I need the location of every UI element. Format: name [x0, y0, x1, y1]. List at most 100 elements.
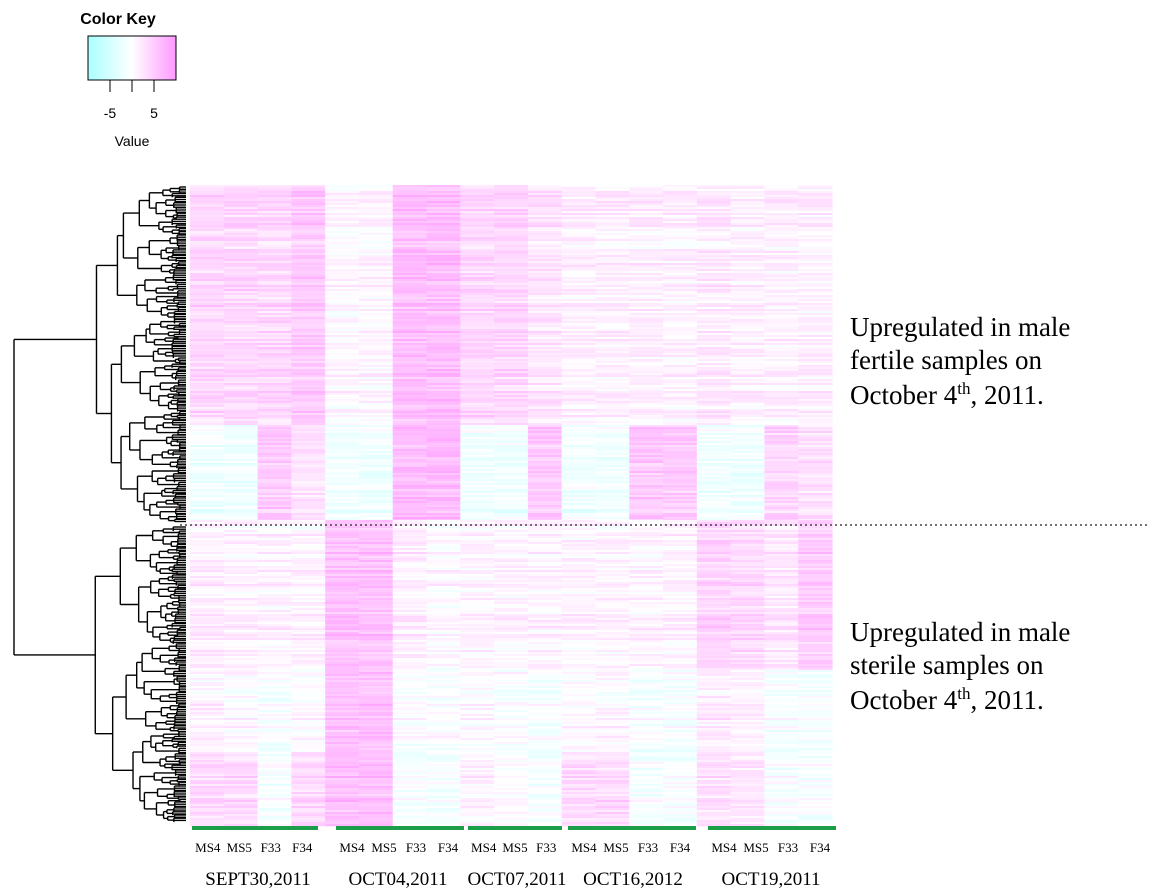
heatmap-cell	[730, 327, 766, 330]
heatmap-cell	[629, 493, 664, 496]
heatmap-cell	[730, 467, 766, 470]
heatmap-cell	[595, 383, 630, 386]
heatmap-cell	[426, 331, 461, 334]
heatmap-cell	[595, 357, 630, 360]
heatmap-cell	[595, 439, 630, 442]
heatmap-cell	[629, 337, 664, 340]
heatmap-cell	[223, 503, 259, 506]
heatmap-cell	[460, 467, 495, 470]
heatmap-cell	[494, 403, 529, 406]
heatmap-cell	[798, 285, 833, 288]
heatmap-cell	[426, 483, 461, 486]
heatmap-cell	[190, 327, 225, 330]
heatmap-cell	[426, 415, 461, 418]
heatmap-cell	[460, 491, 495, 494]
heatmap-cell	[561, 235, 597, 238]
heatmap-cell	[798, 608, 833, 611]
heatmap-cell	[190, 355, 225, 358]
heatmap-cell	[291, 191, 326, 194]
heatmap-cell	[561, 237, 597, 240]
heatmap-cell	[257, 237, 292, 240]
heatmap-cell	[764, 291, 799, 294]
heatmap-cell	[190, 323, 225, 326]
heatmap-cell	[730, 596, 766, 599]
heatmap-cell	[460, 552, 495, 555]
heatmap-cell	[291, 574, 326, 577]
heatmap-cell	[798, 371, 833, 374]
heatmap-cell	[629, 447, 664, 450]
heatmap-cell	[527, 313, 563, 316]
heatmap-cell	[358, 590, 394, 593]
heatmap-cell	[561, 383, 597, 386]
heatmap-cell	[696, 203, 732, 206]
heatmap-cell	[223, 668, 259, 671]
heatmap-cell	[223, 193, 259, 196]
heatmap-cell	[527, 576, 563, 579]
heatmap-cell	[358, 584, 394, 587]
heatmap-cell	[392, 393, 428, 396]
heatmap-cell	[494, 694, 529, 697]
heatmap-cell	[426, 656, 461, 659]
heatmap-cell	[696, 421, 732, 424]
heatmap-cell	[527, 323, 563, 326]
heatmap-cell	[223, 556, 259, 559]
heatmap-cell	[764, 259, 799, 262]
heatmap-cell	[629, 487, 664, 490]
heatmap-cell	[730, 361, 766, 364]
heatmap-cell	[696, 485, 732, 488]
heatmap-cell	[730, 684, 766, 687]
heatmap-cell	[223, 696, 259, 699]
heatmap-cell	[527, 568, 563, 571]
heatmap-cell	[764, 405, 799, 408]
heatmap-cell	[595, 367, 630, 370]
heatmap-cell	[460, 233, 495, 236]
heatmap-cell	[392, 345, 428, 348]
heatmap-cell	[358, 343, 394, 346]
heatmap-cell	[392, 546, 428, 549]
heatmap-cell	[190, 522, 225, 525]
heatmap-cell	[730, 321, 766, 324]
heatmap-cell	[190, 441, 225, 444]
heatmap-cell	[663, 578, 698, 581]
heatmap-cell	[257, 594, 292, 597]
heatmap-cell	[629, 203, 664, 206]
heatmap-cell	[629, 437, 664, 440]
heatmap-cell	[798, 367, 833, 370]
heatmap-cell	[494, 624, 529, 627]
heatmap-cell	[223, 243, 259, 246]
heatmap-cell	[730, 231, 766, 234]
heatmap-cell	[223, 692, 259, 695]
heatmap-cell	[460, 257, 495, 260]
heatmap-cell	[190, 367, 225, 370]
heatmap-cell	[764, 339, 799, 342]
heatmap-cell	[730, 497, 766, 500]
heatmap-cell	[223, 620, 259, 623]
heatmap-cell	[798, 427, 833, 430]
heatmap-cell	[494, 245, 529, 248]
heatmap-cell	[325, 592, 360, 595]
heatmap-cell	[494, 493, 529, 496]
heatmap-cell	[460, 489, 495, 492]
heatmap-cell	[629, 499, 664, 502]
heatmap-cell	[764, 678, 799, 681]
heatmap-cell	[561, 217, 597, 220]
heatmap-cell	[561, 483, 597, 486]
heatmap-cell	[730, 295, 766, 298]
heatmap-cell	[494, 223, 529, 226]
heatmap-cell	[291, 319, 326, 322]
heatmap-cell	[730, 550, 766, 553]
heatmap-cell	[190, 395, 225, 398]
heatmap-cell	[764, 275, 799, 278]
heatmap-cell	[494, 487, 529, 490]
heatmap-cell	[561, 325, 597, 328]
heatmap-cell	[696, 287, 732, 290]
heatmap-cell	[764, 351, 799, 354]
heatmap-cell	[730, 367, 766, 370]
heatmap-cell	[663, 696, 698, 699]
heatmap-cell	[358, 445, 394, 448]
heatmap-cell	[223, 598, 259, 601]
heatmap-cell	[527, 666, 563, 669]
heatmap-cell	[527, 578, 563, 581]
heatmap-cell	[257, 542, 292, 545]
heatmap-cell	[494, 299, 529, 302]
